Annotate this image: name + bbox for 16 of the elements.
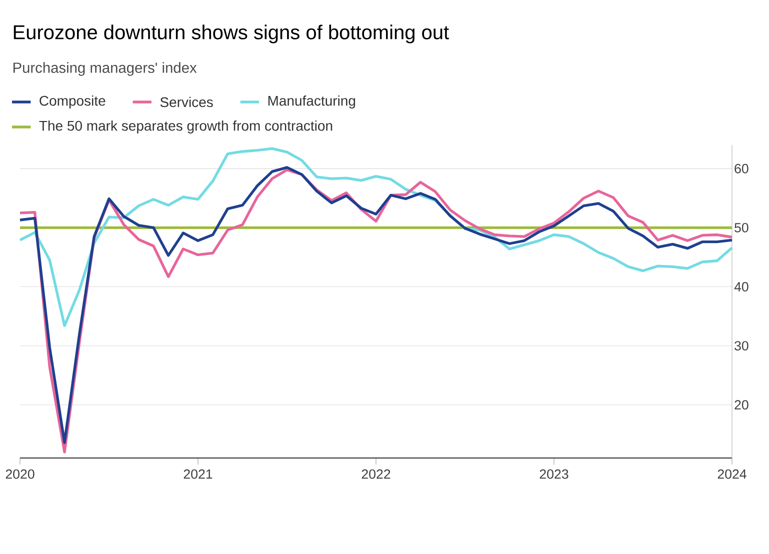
y-tick-label: 60 (734, 164, 748, 174)
y-tick-label: 30 (734, 341, 748, 350)
chart-title: Eurozone downturn shows signs of bottoming out (14, 24, 449, 44)
legend-label: The 50 mark separates growth from contraction (39, 120, 332, 134)
x-tick-label: 2021 (184, 469, 212, 479)
x-tick-label: 2020 (6, 469, 34, 479)
x-tick-label: 2024 (718, 469, 746, 479)
y-tick-label: 50 (734, 222, 748, 232)
legend-label: Services (160, 96, 213, 108)
legend-label: Manufacturing (268, 95, 356, 109)
x-tick-label: 2023 (540, 469, 568, 479)
x-tick-label: 2022 (362, 469, 390, 479)
chart-subtitle: Purchasing managers' index (13, 62, 197, 76)
legend-label: Composite (40, 95, 106, 109)
y-tick-label: 40 (734, 282, 748, 292)
y-tick-label: 20 (734, 400, 748, 410)
